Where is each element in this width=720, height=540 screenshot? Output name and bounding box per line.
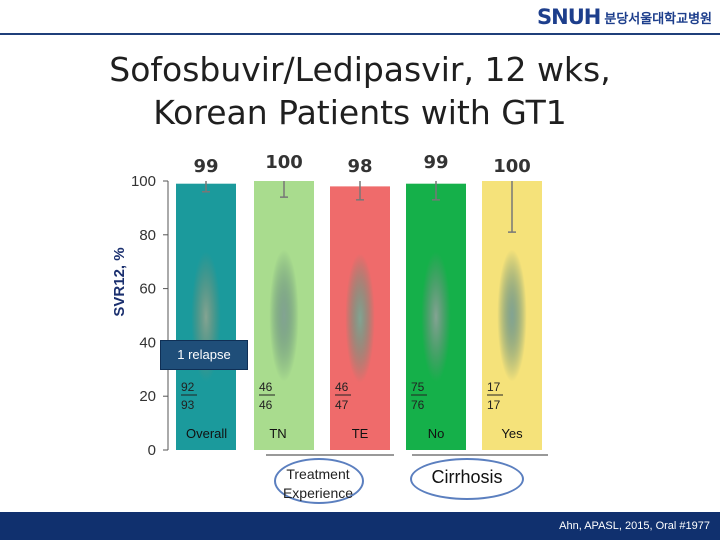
header-rule [0, 33, 720, 35]
bar [406, 183, 466, 450]
logo-mark: SNUH [537, 5, 601, 29]
category-label: No [428, 426, 445, 441]
bar-value-label: 99 [423, 152, 448, 173]
hospital-name: 분당서울대학교병원 [604, 11, 712, 27]
y-tick-label: 60 [139, 281, 156, 298]
y-tick-label: 0 [148, 442, 156, 459]
fraction-numerator: 46 [259, 380, 273, 394]
fraction-denominator: 46 [259, 398, 273, 412]
relapse-callout: 1 relapse [160, 340, 248, 370]
bar [254, 181, 314, 450]
fraction-numerator: 46 [335, 380, 349, 394]
y-tick-label: 100 [131, 173, 156, 190]
fraction-denominator: 17 [487, 398, 501, 412]
y-tick-label: 80 [139, 227, 156, 244]
slide-title-line-2: Korean Patients with GT1 [153, 93, 567, 132]
category-label: Overall [186, 426, 227, 441]
fraction-numerator: 75 [411, 380, 425, 394]
category-label: TN [269, 426, 286, 441]
bar [176, 183, 236, 450]
slide-title: Sofosbuvir/Ledipasvir, 12 wks, Korean Pa… [40, 48, 680, 134]
fraction-numerator: 17 [487, 380, 501, 394]
category-label: TE [352, 426, 369, 441]
cirrhosis-label: Cirrhosis [431, 467, 503, 487]
category-label: Yes [501, 426, 523, 441]
treatment-experience-label: Treatment Experience [272, 465, 364, 503]
bar-value-label: 100 [493, 156, 531, 177]
y-axis-title: SVR12, % [111, 247, 128, 316]
bar-value-label: 98 [347, 156, 372, 177]
citation: Ahn, APASL, 2015, Oral #1977 [559, 520, 710, 532]
bar [330, 186, 390, 450]
fraction-denominator: 47 [335, 398, 349, 412]
treatment-experience-label-line-1: Treatment [286, 466, 350, 482]
bar-value-label: 100 [265, 152, 303, 173]
y-tick-label: 20 [139, 388, 156, 405]
fraction-numerator: 92 [181, 380, 195, 394]
treatment-experience-label-line-2: Experience [282, 485, 354, 501]
y-tick-label: 40 [139, 334, 156, 351]
cirrhosis-ellipse [410, 458, 524, 500]
hospital-logo: SNUH 분당서울대학교병원 [537, 5, 712, 29]
fraction-denominator: 93 [181, 398, 195, 412]
fraction-denominator: 76 [411, 398, 425, 412]
slide-title-line-1: Sofosbuvir/Ledipasvir, 12 wks, [109, 50, 611, 89]
bar-value-label: 99 [193, 156, 218, 177]
treatment-experience-ellipse [274, 458, 364, 504]
footer-bar [0, 512, 720, 540]
